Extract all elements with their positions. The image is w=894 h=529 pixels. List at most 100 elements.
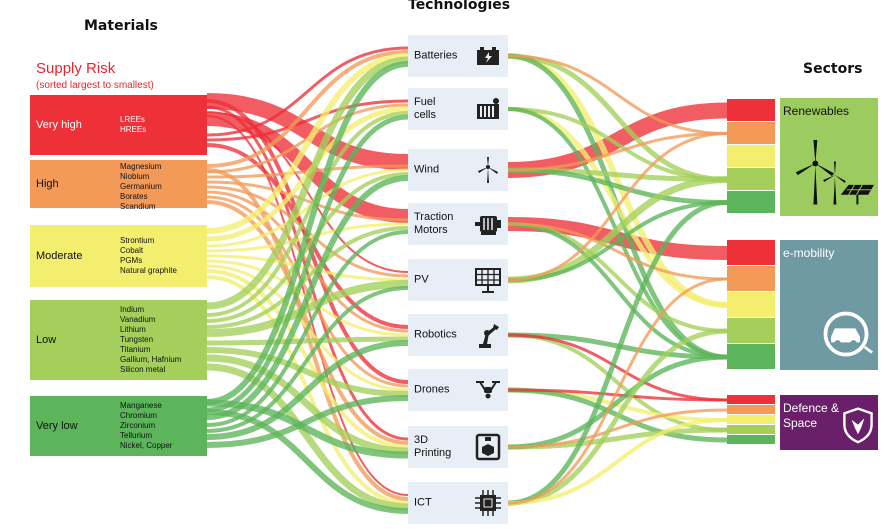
flow-material-tech: [206, 114, 409, 413]
supply-risk-subtitle: (sorted largest to smallest): [36, 80, 154, 91]
tech-box-3: Traction Motors: [408, 203, 508, 245]
material-item: Titanium: [120, 345, 151, 354]
material-item: Scandium: [120, 202, 156, 211]
material-item: Germanium: [120, 182, 162, 191]
material-item: Niobium: [120, 172, 150, 181]
flow-tech-sector: [507, 200, 728, 282]
sector-label: e-mobility: [783, 246, 835, 260]
risk-segment: [727, 405, 775, 414]
material-item: LREEs: [120, 115, 145, 124]
tech-box-5: Robotics: [408, 314, 508, 356]
fuel-cell-icon: [474, 95, 502, 123]
drone-icon: [474, 376, 502, 404]
risk-segment: [727, 318, 775, 343]
risk-segment: [727, 240, 775, 265]
wind-turbine-icon: [474, 156, 502, 184]
material-item: Chromium: [120, 411, 157, 420]
material-item: Manganese: [120, 401, 162, 410]
sector-risk-stack-2: [727, 395, 775, 445]
robot-arm-icon: [474, 321, 502, 349]
flow-tech-sector: [507, 107, 728, 182]
tech-label: PV: [414, 273, 429, 286]
risk-level-label: Very low: [36, 420, 78, 432]
flow-material-tech: [206, 280, 409, 337]
material-item: Lithium: [120, 325, 146, 334]
tech-label: ICT: [414, 496, 432, 509]
tech-box-1: Fuel cells: [408, 88, 508, 130]
material-item: PGMs: [120, 256, 143, 265]
risk-segment: [727, 425, 775, 434]
flow-tech-sector: [507, 333, 728, 402]
material-item: Indium: [120, 305, 145, 314]
flow-tech-sector: [507, 167, 728, 205]
flow-tech-sector: [507, 222, 728, 281]
risk-segment: [727, 168, 775, 190]
flow-material-tech: [206, 99, 409, 142]
tech-box-0: Batteries: [408, 35, 508, 77]
tech-label: 3D Printing: [414, 434, 452, 459]
risk-level-label: Moderate: [36, 250, 83, 262]
material-item: Natural graphite: [120, 266, 177, 275]
flow-tech-sector: [507, 132, 728, 172]
flow-tech-sector: [507, 388, 728, 402]
flow-material-tech: [206, 340, 409, 440]
3d-printer-icon: [474, 433, 502, 461]
sector-risk-stack-0: [727, 99, 775, 214]
material-box-3: Low Indium Vanadium Lithium Tungsten Titanium…: [30, 300, 207, 380]
flow-material-tech: [206, 395, 409, 448]
material-list: Magnesium Niobium Germanium Borates Scandium: [120, 162, 162, 212]
tech-label: Fuel cells: [414, 96, 437, 121]
tech-box-7: 3D Printing: [408, 426, 508, 468]
sector-label: Renewables: [783, 104, 850, 118]
material-item: Vanadium: [120, 315, 156, 324]
sector-label: Defence & Space: [783, 401, 840, 430]
tech-label: Wind: [414, 163, 440, 176]
material-item: Tellurium: [120, 431, 153, 440]
sector-box-2: Defence & Space: [780, 395, 878, 450]
risk-segment: [727, 344, 775, 369]
sectors-header: Sectors: [803, 61, 863, 77]
risk-segment: [727, 415, 775, 424]
material-box-1: High Magnesium Niobium Germanium Borates Scan…: [30, 160, 207, 211]
technologies-header: Technologies: [408, 0, 511, 13]
risk-level-label: Low: [36, 334, 57, 346]
material-item: Strontium: [120, 236, 155, 245]
material-box-4: Very low Manganese Chromium Zirconium Tellur…: [30, 396, 207, 456]
flow-material-tech: [206, 168, 409, 248]
flow-material-tech: [206, 409, 409, 514]
sector-box-0: Renewables: [780, 98, 878, 216]
flow-tech-sector: [507, 222, 728, 359]
risk-segment: [727, 145, 775, 167]
material-item: Tungsten: [120, 335, 154, 344]
risk-segment: [727, 292, 775, 317]
risk-segment: [727, 395, 775, 404]
material-box-2: Moderate Strontium Cobalt PGMs Natural graph…: [30, 225, 207, 287]
battery-icon: [474, 42, 502, 70]
flow-material-tech: [206, 56, 409, 310]
material-item: Silicon metal: [120, 365, 166, 374]
flow-material-tech: [206, 93, 409, 170]
material-list: Manganese Chromium Zirconium Tellurium Nicke…: [120, 401, 172, 451]
material-box-0: Very high LREEs HREEs: [30, 95, 207, 155]
risk-segment: [727, 191, 775, 213]
wind-solar-icon: [788, 138, 876, 208]
material-list: Strontium Cobalt PGMs Natural graphite: [120, 236, 177, 276]
flow-material-tech: [206, 363, 409, 511]
flow-tech-sector: [507, 354, 728, 450]
solar-panel-icon: [474, 266, 502, 294]
tech-box-6: Drones: [408, 369, 508, 411]
flow-material-tech: [206, 336, 409, 346]
tech-box-8: ICT: [408, 482, 508, 524]
sector-box-1: e-mobility: [780, 240, 878, 370]
flow-material-tech: [206, 200, 409, 445]
material-item: HREEs: [120, 125, 147, 134]
risk-segment: [727, 266, 775, 291]
material-item: Magnesium: [120, 162, 162, 171]
flow-material-tech: [206, 168, 409, 501]
flow-tech-sector: [507, 328, 728, 506]
tech-box-2: Wind: [408, 149, 508, 191]
flow-material-tech: [206, 105, 409, 441]
tech-label: Batteries: [414, 49, 458, 62]
tech-box-4: PV: [408, 259, 508, 301]
